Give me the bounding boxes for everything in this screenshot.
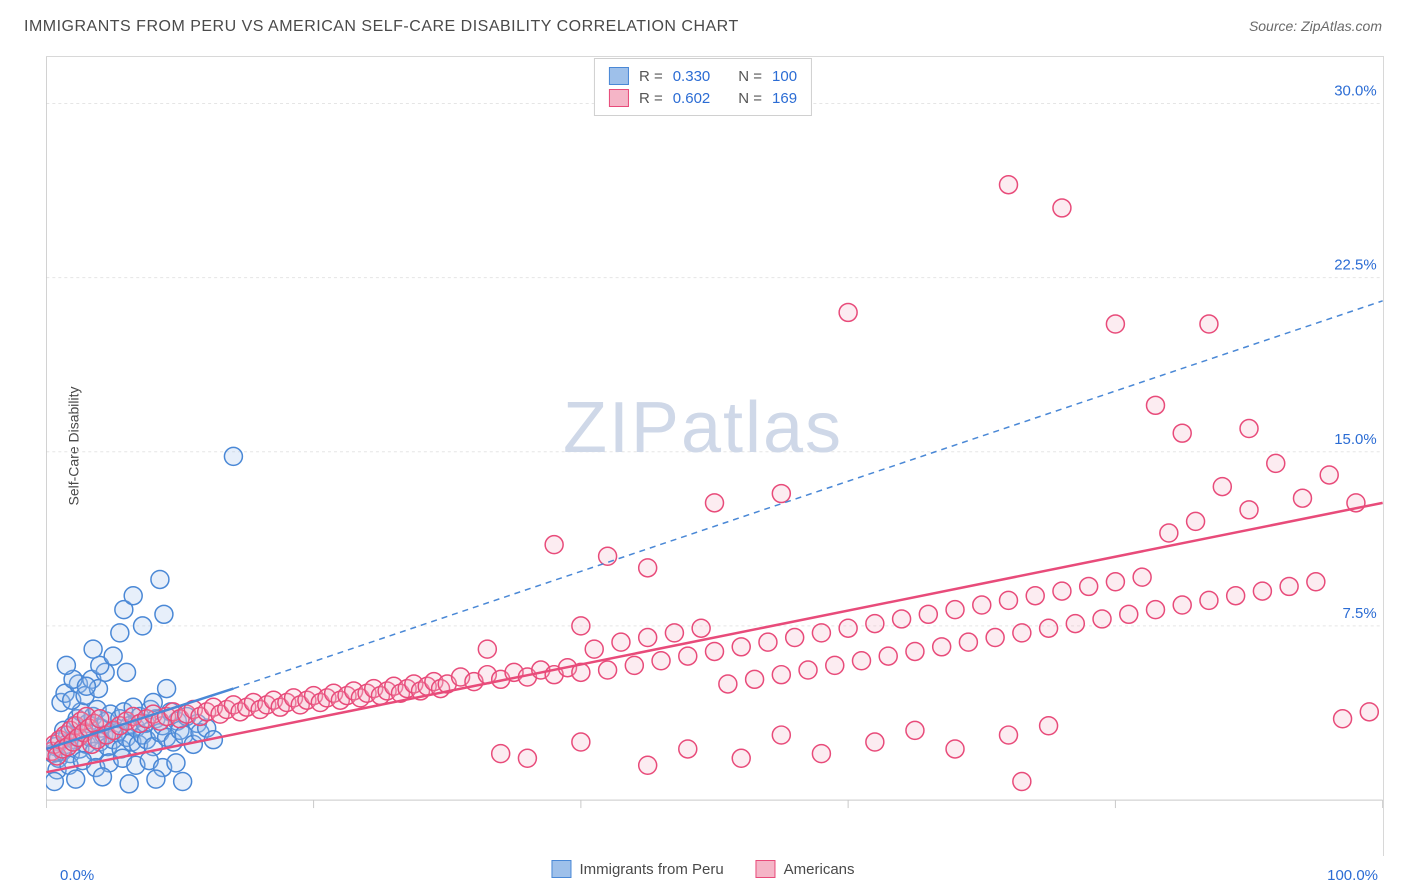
r-prefix: R = xyxy=(639,68,663,85)
swatch-peru xyxy=(609,67,629,85)
swatch-americans xyxy=(756,860,776,878)
svg-text:15.0%: 15.0% xyxy=(1334,431,1376,448)
swatch-peru xyxy=(551,860,571,878)
scatter-plot: 7.5% 15.0% 22.5% 30.0% xyxy=(46,57,1383,856)
chart-area: 7.5% 15.0% 22.5% 30.0% xyxy=(46,56,1384,856)
legend-item-peru: Immigrants from Peru xyxy=(551,860,723,878)
chart-title: IMMIGRANTS FROM PERU VS AMERICAN SELF-CA… xyxy=(24,18,739,36)
legend-label-peru: Immigrants from Peru xyxy=(579,861,723,878)
svg-text:22.5%: 22.5% xyxy=(1334,257,1376,274)
header: IMMIGRANTS FROM PERU VS AMERICAN SELF-CA… xyxy=(0,0,1406,42)
r-value-americans: 0.602 xyxy=(673,90,711,107)
r-prefix: R = xyxy=(639,90,663,107)
n-prefix: N = xyxy=(738,90,762,107)
svg-text:30.0%: 30.0% xyxy=(1334,82,1376,99)
series-legend: Immigrants from Peru Americans xyxy=(551,860,854,878)
x-axis-min: 0.0% xyxy=(60,867,94,884)
swatch-americans xyxy=(609,89,629,107)
svg-text:7.5%: 7.5% xyxy=(1343,605,1377,622)
legend-label-americans: Americans xyxy=(784,861,855,878)
n-value-americans: 169 xyxy=(772,90,797,107)
x-axis-max: 100.0% xyxy=(1327,867,1378,884)
n-prefix: N = xyxy=(738,68,762,85)
r-value-peru: 0.330 xyxy=(673,68,711,85)
legend-row-peru: R = 0.330 N = 100 xyxy=(609,65,797,87)
legend-row-americans: R = 0.602 N = 169 xyxy=(609,87,797,109)
source-label: Source: ZipAtlas.com xyxy=(1249,18,1382,34)
legend-item-americans: Americans xyxy=(756,860,855,878)
n-value-peru: 100 xyxy=(772,68,797,85)
correlation-legend: R = 0.330 N = 100 R = 0.602 N = 169 xyxy=(594,58,812,116)
